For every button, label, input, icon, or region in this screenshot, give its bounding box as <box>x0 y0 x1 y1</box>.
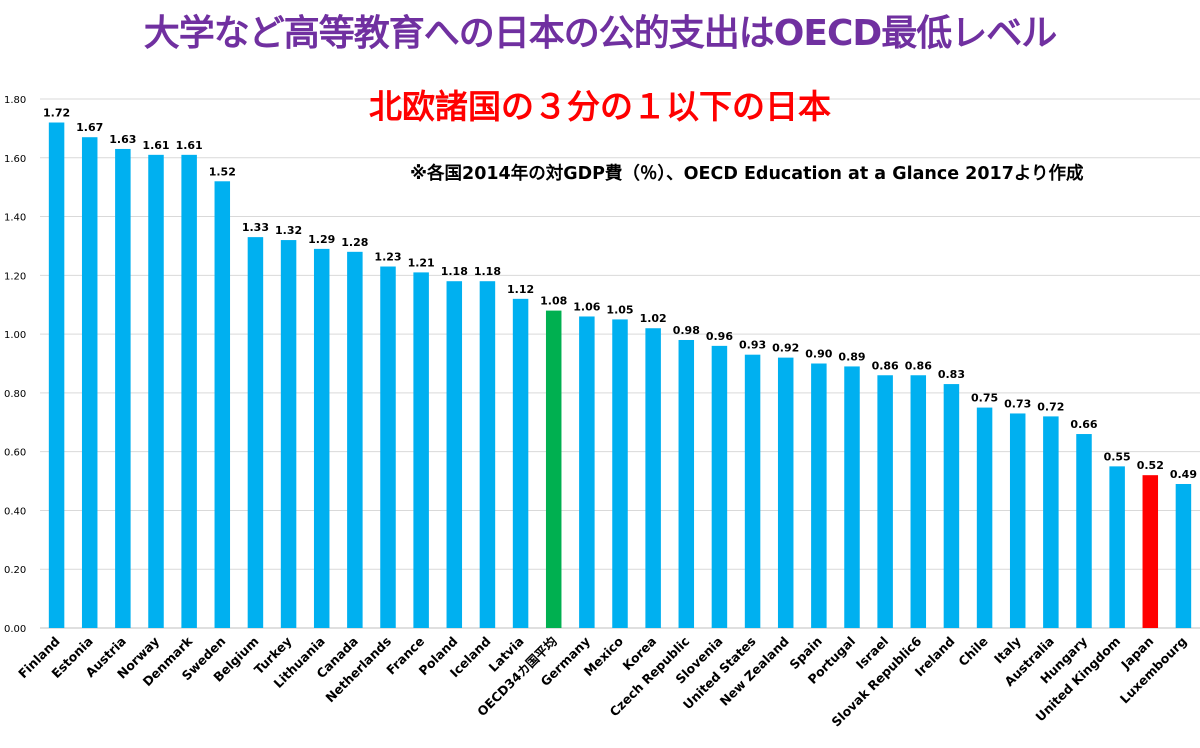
value-label: 0.86 <box>872 359 899 372</box>
bar <box>380 266 396 628</box>
value-label: 1.72 <box>43 107 70 120</box>
bar <box>1009 413 1026 628</box>
value-label: 0.52 <box>1137 459 1164 472</box>
bar <box>446 281 463 628</box>
y-axis-ticks: 0.00 0.20 0.40 0.60 0.80 1.00 1.20 1.40 1.60 1.80 <box>4 95 26 635</box>
bar <box>579 316 595 628</box>
value-label: 0.89 <box>838 350 865 363</box>
value-label: 1.02 <box>640 312 667 325</box>
y-tick-label: 1.80 <box>4 95 26 106</box>
value-label: 1.18 <box>441 265 468 278</box>
y-tick-label: 0.80 <box>4 389 26 400</box>
bar <box>877 375 893 628</box>
bar <box>1175 483 1192 628</box>
y-tick-label: 0.40 <box>4 506 26 517</box>
y-tick-label: 0.60 <box>4 448 26 459</box>
bar <box>811 363 827 628</box>
value-labels: 1.72 1.67 1.63 1.61 1.61 1.52 1.33 1.32 1.29 1.28… <box>43 107 1197 481</box>
y-tick-label: 1.40 <box>4 213 26 224</box>
value-label: 0.73 <box>1004 397 1031 410</box>
value-label: 0.96 <box>706 330 733 343</box>
value-label: 1.32 <box>275 224 302 237</box>
bar <box>976 407 993 628</box>
bar <box>280 240 297 629</box>
value-label: 1.06 <box>573 300 600 313</box>
value-label: 1.61 <box>142 139 169 152</box>
chart-subtitle: 北欧諸国の３分の１以下の日本 <box>369 87 831 126</box>
value-label: 0.75 <box>971 392 998 405</box>
value-label: 0.72 <box>1037 400 1064 413</box>
y-tick-label: 1.20 <box>4 271 26 282</box>
bar <box>181 154 197 629</box>
bar <box>910 375 927 628</box>
bar <box>115 148 131 628</box>
bar <box>943 384 960 628</box>
value-label: 0.86 <box>905 359 932 372</box>
bar <box>744 354 761 628</box>
value-label: 1.18 <box>474 265 501 278</box>
value-label: 0.83 <box>938 368 965 381</box>
value-label: 1.23 <box>374 251 401 264</box>
y-tick-label: 0.00 <box>4 624 26 635</box>
value-label: 0.90 <box>805 348 832 361</box>
y-tick-label: 1.60 <box>4 154 26 165</box>
source-note: ※各国2014年の対GDP費（％）、OECD Education at a Gl… <box>410 164 1084 184</box>
bar <box>711 345 728 628</box>
y-tick-label: 1.00 <box>4 330 26 341</box>
value-label: 1.08 <box>540 295 567 308</box>
bar <box>678 339 695 628</box>
bar <box>313 248 330 628</box>
bar <box>545 310 562 628</box>
value-label: 0.49 <box>1170 468 1197 481</box>
value-label: 1.33 <box>242 221 269 234</box>
value-label: 1.21 <box>408 256 435 269</box>
bar <box>1109 466 1125 628</box>
value-label: 0.55 <box>1104 450 1131 463</box>
bar <box>214 181 231 629</box>
x-tick-label: Chile <box>955 634 990 669</box>
bar <box>612 319 628 628</box>
bar <box>844 366 860 628</box>
x-axis-labels: FinlandEstoniaAustriaNorwayDenmarkSweden… <box>15 633 1189 729</box>
value-label: 1.61 <box>176 139 203 152</box>
value-label: 0.66 <box>1070 418 1097 431</box>
bar <box>645 328 661 628</box>
bar <box>48 122 65 628</box>
value-label: 1.67 <box>76 121 103 134</box>
bar <box>1043 416 1059 628</box>
value-label: 1.05 <box>606 303 633 316</box>
value-label: 0.92 <box>772 342 799 355</box>
value-label: 1.12 <box>507 283 534 296</box>
y-tick-label: 0.20 <box>4 565 26 576</box>
bar <box>81 137 98 628</box>
bar <box>148 154 164 629</box>
bar <box>413 272 429 628</box>
bar <box>1076 434 1092 628</box>
value-label: 0.93 <box>739 339 766 352</box>
value-label: 0.98 <box>673 324 700 337</box>
bar <box>777 357 794 628</box>
bar <box>1142 475 1159 628</box>
value-label: 1.52 <box>209 165 236 178</box>
bar <box>347 251 363 629</box>
bar <box>479 281 496 628</box>
bars <box>48 122 1192 629</box>
value-label: 1.29 <box>308 233 335 246</box>
bar <box>512 298 529 628</box>
chart-title: 大学など高等教育への日本の公的支出はOECD最低レベル <box>143 13 1058 54</box>
value-label: 1.28 <box>341 236 368 249</box>
bar <box>247 237 264 628</box>
value-label: 1.63 <box>109 133 136 146</box>
